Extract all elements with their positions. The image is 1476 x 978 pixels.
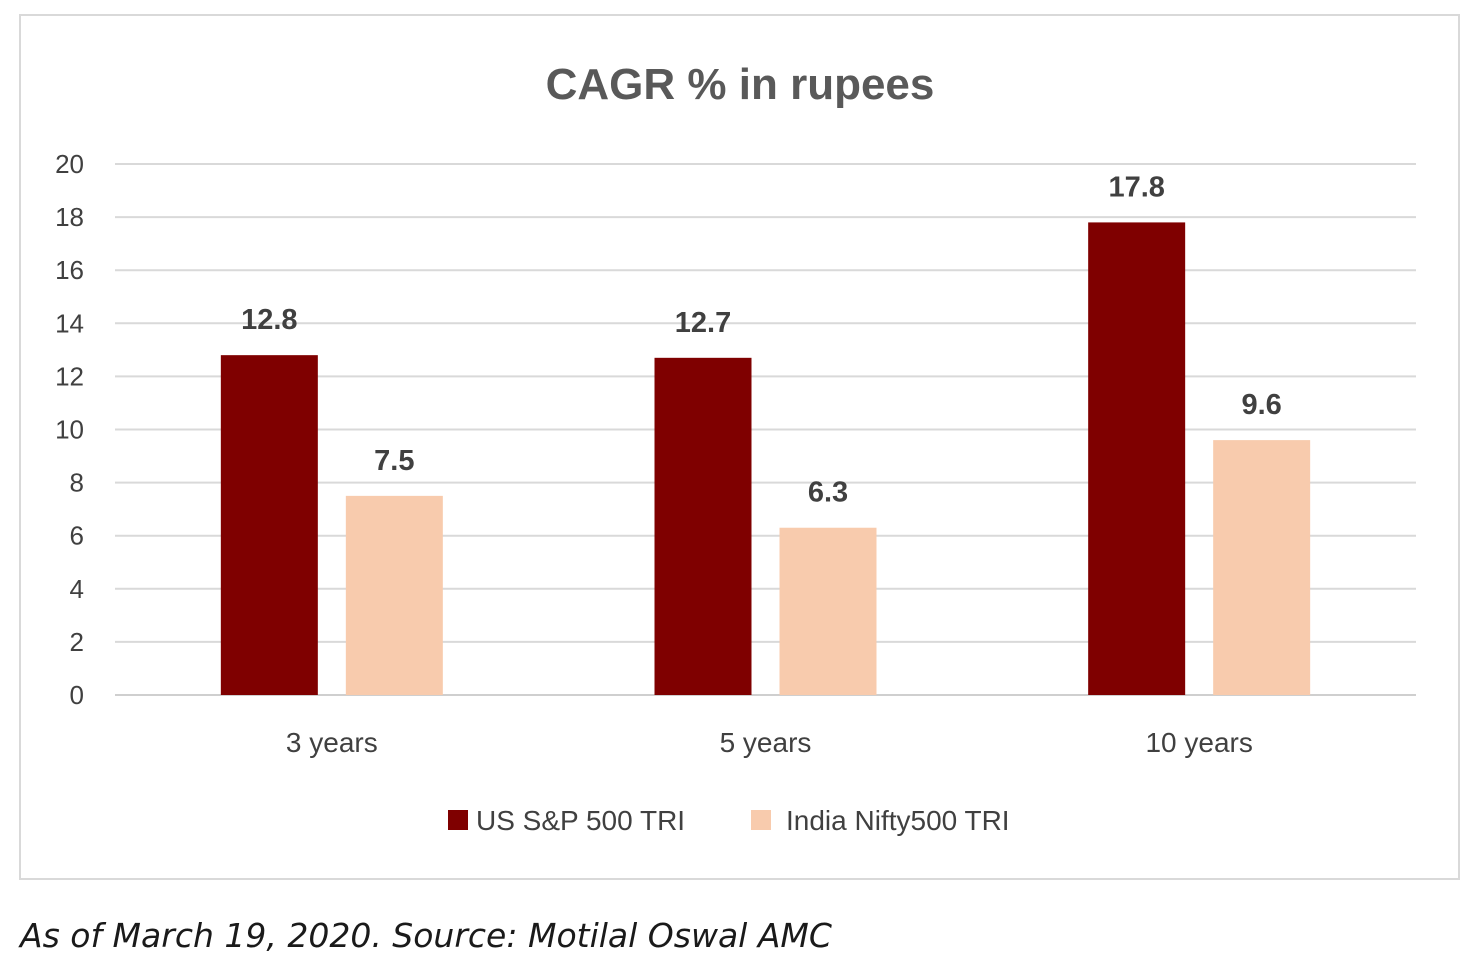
x-tick-label: 3 years (286, 727, 378, 758)
bar (1088, 222, 1186, 695)
x-tick-label: 5 years (720, 727, 812, 758)
bar-chart: CAGR % in rupees 0 2 4 6 8 10 12 14 16 18 20 12.8 7… (55, 60, 1416, 836)
data-label: 7.5 (374, 445, 414, 477)
y-axis: 0 2 4 6 8 10 12 14 16 18 20 (55, 149, 84, 710)
y-tick-label: 10 (55, 415, 84, 445)
bar (779, 527, 877, 695)
bar (654, 357, 752, 695)
bar (345, 495, 443, 695)
bars (220, 222, 1311, 695)
y-tick-label: 0 (70, 680, 84, 710)
bar (220, 355, 318, 695)
gridlines (115, 163, 1416, 696)
x-axis: 3 years 5 years 10 years (286, 727, 1253, 758)
y-tick-label: 2 (70, 627, 84, 657)
y-tick-label: 18 (55, 202, 84, 232)
y-tick-label: 12 (55, 361, 84, 391)
y-tick-label: 20 (55, 149, 84, 179)
data-label: 12.7 (675, 307, 731, 339)
y-tick-label: 14 (55, 308, 84, 338)
chart-title: CAGR % in rupees (546, 60, 935, 109)
data-label: 9.6 (1242, 389, 1282, 421)
source-footnote: As of March 19, 2020. Source: Motilal Os… (20, 916, 832, 955)
data-label: 6.3 (808, 477, 848, 509)
y-tick-label: 4 (70, 574, 84, 604)
data-label: 12.8 (241, 304, 297, 336)
y-tick-label: 16 (55, 255, 84, 285)
legend: US S&P 500 TRI India Nifty500 TRI (448, 805, 1010, 836)
bar (1213, 440, 1311, 695)
legend-swatch (751, 810, 771, 830)
legend-label: US S&P 500 TRI (476, 805, 685, 836)
x-tick-label: 10 years (1145, 727, 1252, 758)
data-label: 17.8 (1108, 171, 1164, 203)
y-tick-label: 8 (70, 468, 84, 498)
y-tick-label: 6 (70, 521, 84, 551)
legend-label: India Nifty500 TRI (786, 805, 1010, 836)
data-labels: 12.8 7.5 12.7 6.3 17.8 9.6 (241, 171, 1282, 508)
legend-swatch (448, 810, 468, 830)
